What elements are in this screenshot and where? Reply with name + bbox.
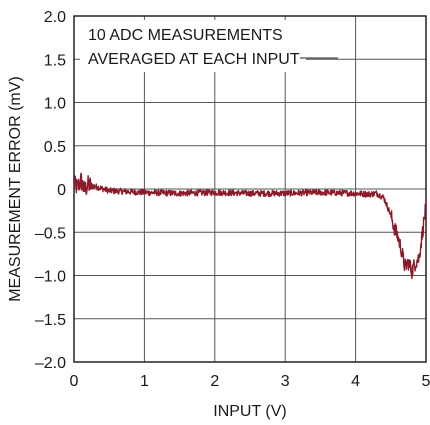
series-layer: [73, 172, 427, 280]
y-tick-label-5: –0.5: [35, 225, 66, 242]
y-tick-label-6: –1.0: [35, 269, 66, 286]
y-tick-label-8: –2.0: [35, 355, 66, 372]
y-tick-label-7: –1.5: [35, 312, 66, 329]
y-axis-title: MEASUREMENT ERROR (mV): [7, 76, 24, 302]
x-tick-label-1: 1: [140, 373, 149, 390]
x-tick-label-0: 0: [70, 373, 79, 390]
y-tick-label-2: 1.0: [44, 96, 66, 113]
series-line: [73, 172, 427, 280]
x-axis-title: INPUT (V): [213, 403, 286, 420]
x-tick-label-3: 3: [281, 373, 290, 390]
x-axis-ticks: 0 1 2 3 4 5: [70, 373, 430, 390]
y-tick-label-1: 1.5: [44, 52, 66, 69]
annotation-line-1: 10 ADC MEASUREMENTS: [88, 27, 283, 44]
annotation-background: [80, 20, 306, 72]
y-tick-label-4: 0: [57, 182, 66, 199]
x-tick-label-4: 4: [351, 373, 360, 390]
x-tick-label-2: 2: [210, 373, 219, 390]
annotation-line-2: AVERAGED AT EACH INPUT: [88, 51, 300, 68]
y-axis-ticks: 2.0 1.5 1.0 0.5 0 –0.5 –1.0 –1.5 –2.0: [35, 9, 66, 372]
x-tick-label-5: 5: [422, 373, 430, 390]
y-tick-label-3: 0.5: [44, 139, 66, 156]
y-tick-label-0: 2.0: [44, 9, 66, 26]
